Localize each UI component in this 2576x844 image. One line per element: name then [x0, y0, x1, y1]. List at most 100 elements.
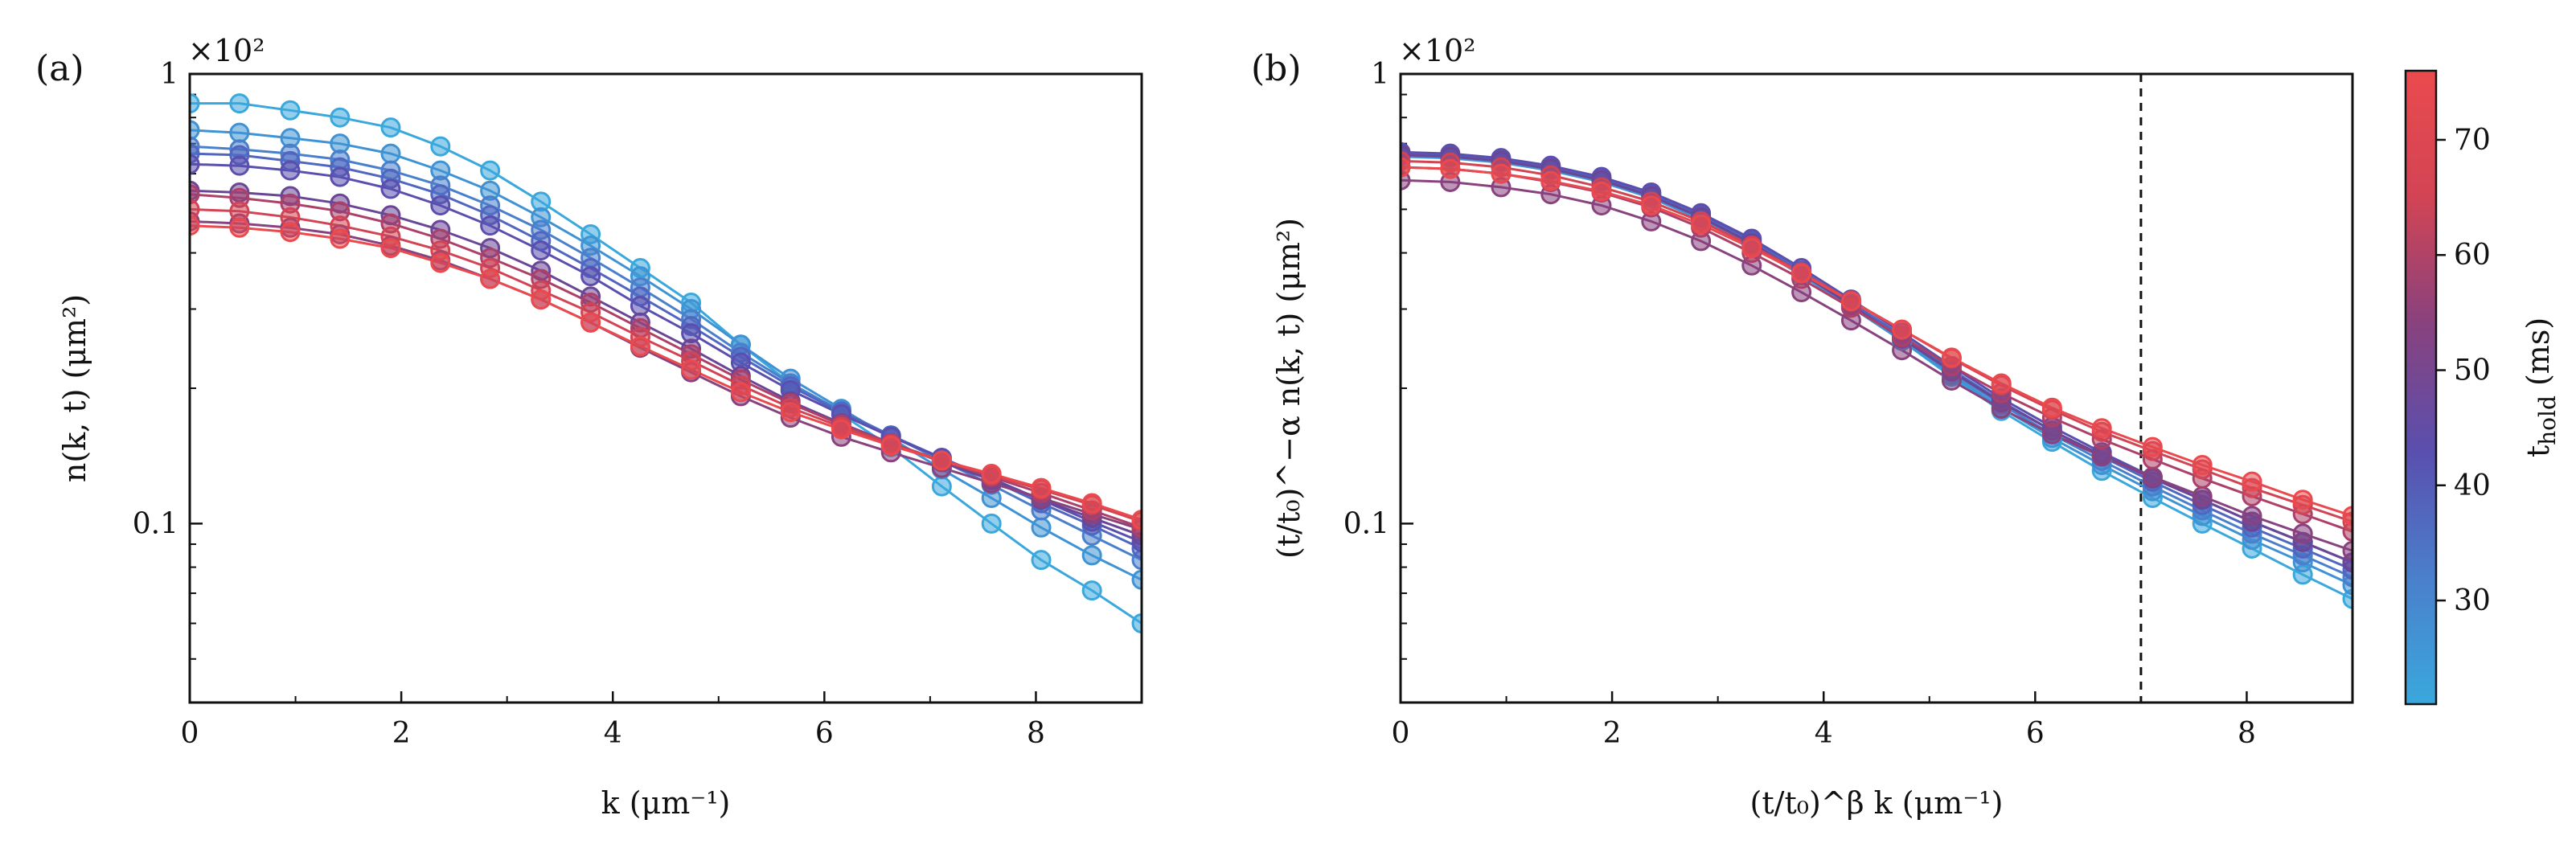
- data-point-a-4-3: [330, 166, 351, 187]
- x-tick-label-a-2: 4: [604, 717, 622, 750]
- data-point-a-9-13: [831, 419, 851, 440]
- x-tick-label-b-4: 8: [2238, 717, 2256, 750]
- colorbar-gradient: [2404, 69, 2438, 706]
- x-axis-label-a: k (μm⁻¹): [601, 785, 731, 821]
- data-point-a-9-16: [981, 464, 1002, 485]
- data-point-a-9-14: [880, 436, 901, 457]
- data-point-a-4-2: [280, 160, 301, 181]
- data-point-a-0-1: [229, 93, 250, 114]
- x-tick-label-a-4: 8: [1027, 717, 1045, 750]
- data-point-a-0-0: [190, 93, 200, 114]
- data-point-b-9-15: [2142, 436, 2163, 457]
- data-point-a-1-19: [1131, 569, 1142, 590]
- data-point-a-9-4: [380, 238, 401, 259]
- y-axis-label-a: n(k, t) (μm²): [57, 294, 92, 482]
- colorbar-label-sub: hold: [2534, 395, 2561, 445]
- data-point-b-9-17: [2242, 471, 2262, 492]
- data-point-a-9-15: [931, 450, 952, 471]
- plot-area-b: 0 2 4 6 8 1 0.1: [1343, 58, 2352, 750]
- colorbar-tick-label-3: 60: [2454, 239, 2491, 272]
- data-point-b-9-0: [1401, 157, 1411, 178]
- data-point-b-9-19: [2342, 506, 2352, 526]
- data-point-a-9-18: [1081, 493, 1102, 514]
- data-point-a-0-15: [931, 476, 952, 497]
- colorbar-label: thold (ms): [2521, 318, 2561, 457]
- data-point-b-6-14: [2091, 446, 2112, 467]
- data-point-a-9-9: [630, 336, 650, 357]
- data-point-a-4-9: [630, 295, 650, 316]
- y-tick-label-b-0: 1: [1371, 58, 1389, 91]
- x-tick-label-a-3: 6: [815, 717, 834, 750]
- data-point-b-9-18: [2292, 490, 2313, 510]
- data-point-a-7-0: [190, 184, 200, 205]
- data-point-a-9-7: [531, 289, 552, 310]
- series-markers-b: [1401, 141, 2352, 609]
- data-point-a-9-10: [681, 359, 702, 380]
- data-point-a-9-2: [280, 222, 301, 243]
- data-point-b-9-6: [1691, 214, 1712, 235]
- panel-a: (a) ×10² 0 2 4 6 8 1 0.1 k (μm⁻¹) n(k, t) (μm²…: [35, 33, 1143, 821]
- colorbar-tick-label-4: 70: [2454, 124, 2491, 157]
- data-point-a-0-2: [280, 100, 301, 121]
- plot-area-a: 0 2 4 6 8 1 0.1: [133, 58, 1142, 750]
- data-point-b-9-16: [2192, 454, 2213, 475]
- data-point-b-9-4: [1591, 181, 1612, 202]
- data-point-a-0-17: [1031, 550, 1052, 571]
- data-point-a-0-5: [430, 136, 451, 157]
- data-point-a-1-1: [229, 122, 250, 143]
- x-tick-label-b-3: 6: [2026, 717, 2045, 750]
- data-point-a-0-6: [480, 160, 501, 181]
- data-point-b-9-7: [1741, 238, 1762, 259]
- series-markers-a: [190, 93, 1142, 633]
- colorbar: 30 40 50 60 70 thold (ms): [2404, 69, 2561, 706]
- y-tick-label-a-0: 1: [160, 58, 178, 91]
- data-point-b-6-16: [2192, 486, 2213, 506]
- data-point-b-9-9: [1840, 291, 1861, 312]
- data-point-a-9-8: [580, 312, 601, 333]
- data-point-a-1-0: [190, 120, 200, 141]
- y-tick-label-b-1: 0.1: [1343, 507, 1389, 540]
- data-point-b-9-8: [1791, 263, 1812, 284]
- data-point-a-4-8: [580, 266, 601, 287]
- series-lines-b: [1401, 150, 2352, 600]
- data-point-a-9-3: [330, 228, 351, 249]
- data-point-a-9-6: [480, 268, 501, 289]
- data-point-b-9-10: [1892, 319, 1913, 340]
- series-line-b-0: [1401, 154, 2352, 600]
- panel-b: (b) ×10² 0 2 4 6 8 1 0.1 (t/t₀)^β k (μm⁻¹) (t/…: [1251, 33, 2354, 821]
- data-point-a-1-18: [1081, 545, 1102, 566]
- data-point-b-6-19: [2342, 540, 2352, 561]
- data-point-b-9-5: [1641, 195, 1662, 216]
- data-point-a-8-1: [229, 201, 250, 222]
- colorbar-tick-label-2: 50: [2454, 354, 2491, 387]
- data-point-a-4-5: [430, 195, 451, 216]
- data-point-a-4-4: [380, 178, 401, 199]
- data-point-a-8-0: [190, 199, 200, 219]
- x-axis-label-b: (t/t₀)^β k (μm⁻¹): [1750, 785, 2004, 821]
- x-tick-label-a-1: 2: [392, 717, 411, 750]
- panel-a-multiplier: ×10²: [188, 33, 265, 68]
- x-tick-label-a-0: 0: [181, 717, 199, 750]
- data-point-a-0-16: [981, 513, 1002, 534]
- data-point-a-0-19: [1131, 613, 1142, 633]
- panel-b-letter: (b): [1251, 48, 1302, 89]
- data-point-a-9-5: [430, 252, 451, 273]
- data-point-b-9-3: [1540, 170, 1561, 191]
- data-point-a-9-1: [229, 217, 250, 238]
- data-point-b-9-14: [2091, 418, 2112, 439]
- data-point-a-9-0: [190, 215, 200, 236]
- data-point-a-4-1: [229, 155, 250, 176]
- data-point-a-4-6: [480, 215, 501, 236]
- data-point-b-9-1: [1440, 158, 1461, 179]
- y-axis-label-b: (t/t₀)^−α n(k, t) (μm²): [1271, 218, 1306, 559]
- axes-frame-b: [1399, 72, 2354, 704]
- data-point-b-9-12: [1991, 373, 2012, 394]
- data-point-a-9-12: [780, 402, 801, 423]
- data-point-b-9-11: [1941, 347, 1962, 368]
- colorbar-tick-label-0: 30: [2454, 584, 2491, 617]
- data-point-a-1-17: [1031, 517, 1052, 538]
- data-point-a-0-18: [1081, 580, 1102, 601]
- data-point-a-4-0: [190, 154, 200, 174]
- data-point-b-6-13: [2041, 424, 2062, 445]
